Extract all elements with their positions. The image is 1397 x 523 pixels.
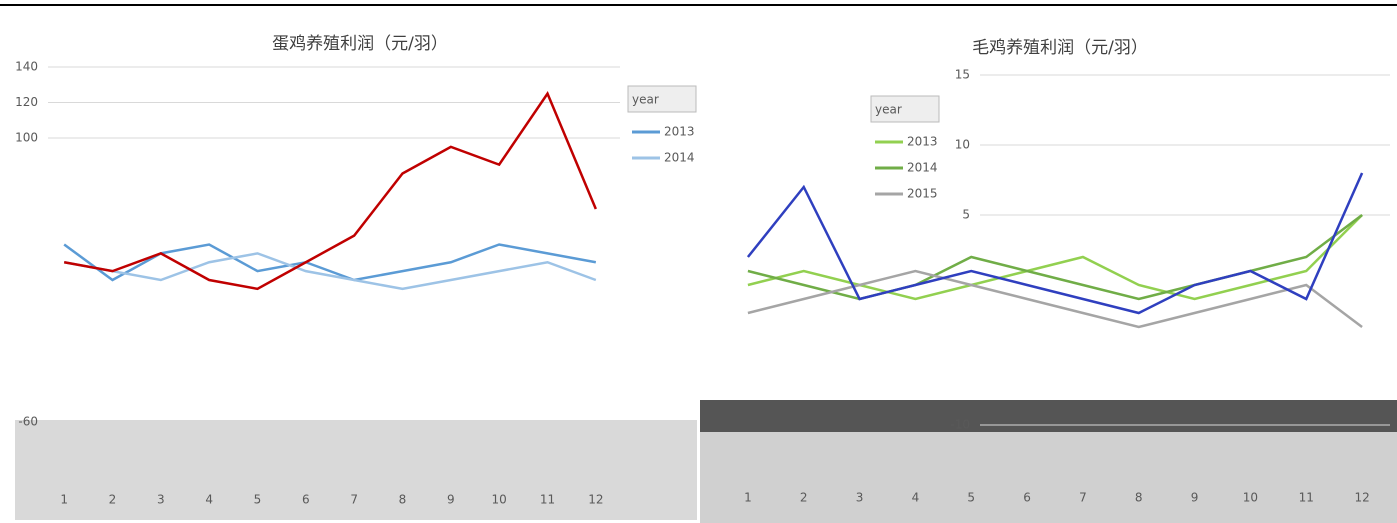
x-tick-label: 1 — [744, 491, 752, 505]
series-line — [746, 172, 1364, 315]
x-tick-label: 12 — [1354, 491, 1369, 505]
x-tick-label: 6 — [302, 493, 310, 507]
x-tick-label: 1 — [60, 493, 68, 507]
legend-label: 2015 — [907, 187, 938, 201]
y-tick-label: 120 — [15, 95, 38, 109]
x-tick-label: 10 — [1243, 491, 1258, 505]
x-tick-label: 5 — [254, 493, 262, 507]
x-tick-label: 2 — [800, 491, 808, 505]
x-tick-label: 2 — [109, 493, 117, 507]
left-axis-area — [15, 420, 697, 520]
x-tick-label: 4 — [912, 491, 920, 505]
x-tick-label: 3 — [856, 491, 864, 505]
legend-box — [870, 95, 940, 123]
series-line — [747, 269, 1363, 329]
x-tick-label: 9 — [1191, 491, 1199, 505]
x-tick-label: 12 — [588, 493, 603, 507]
series-line — [63, 252, 597, 291]
legend-title: year — [875, 103, 902, 117]
y-tick-label: -60 — [18, 415, 38, 429]
legend-label: 2014 — [907, 161, 938, 175]
y-tick-label: -10 — [950, 418, 970, 432]
y-tick-label: 15 — [955, 68, 970, 82]
legend-label: 2013 — [907, 135, 938, 149]
y-tick-label: 5 — [962, 208, 970, 222]
x-tick-label: 11 — [1299, 491, 1314, 505]
x-tick-label: 10 — [492, 493, 507, 507]
x-tick-label: 4 — [205, 493, 213, 507]
x-tick-label: 3 — [157, 493, 165, 507]
x-tick-label: 6 — [1023, 491, 1031, 505]
x-tick-label: 8 — [399, 493, 407, 507]
series-line — [747, 214, 1363, 301]
x-tick-label: 11 — [540, 493, 555, 507]
legend-label: 2013 — [664, 125, 695, 139]
x-tick-label: 7 — [350, 493, 358, 507]
chart-title: 蛋鸡养殖利润（元/羽） — [272, 34, 448, 54]
x-tick-label: 9 — [447, 493, 455, 507]
legend-title: year — [632, 93, 659, 107]
x-tick-label: 7 — [1079, 491, 1087, 505]
y-tick-label: 10 — [955, 138, 970, 152]
chart-title: 毛鸡养殖利润（元/羽） — [972, 38, 1148, 58]
x-tick-label: 8 — [1135, 491, 1143, 505]
series-line — [63, 91, 597, 291]
x-tick-label: 5 — [967, 491, 975, 505]
legend-box — [627, 85, 697, 113]
y-tick-label: 100 — [15, 131, 38, 145]
series-line — [63, 243, 597, 282]
legend-label: 2014 — [664, 151, 695, 165]
right-axis-band — [700, 400, 1397, 432]
y-tick-label: 140 — [15, 60, 38, 74]
